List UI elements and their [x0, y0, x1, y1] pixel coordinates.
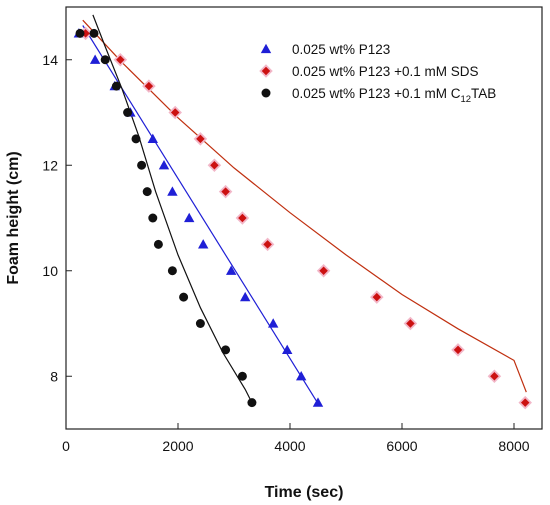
x-tick-label: 0	[62, 438, 70, 454]
data-point-series-3	[195, 319, 205, 328]
data-point-series-1	[226, 265, 237, 275]
data-point-series-3	[100, 55, 110, 65]
y-axis-ticks: 8 10 12 14	[42, 52, 72, 384]
data-point-series-2	[113, 52, 128, 67]
data-point-series-3	[153, 239, 163, 249]
data-point-series-3	[89, 28, 99, 38]
y-tick-label: 10	[42, 263, 58, 279]
data-point-series-2	[370, 290, 384, 304]
data-point-series-1	[158, 160, 170, 170]
plot-frame	[65, 6, 543, 430]
data-point-series-3	[167, 266, 177, 276]
data-point-series-1	[184, 212, 195, 223]
x-tick-label: 6000	[386, 438, 417, 454]
legend-label-series-1: 0.025 wt% P123	[292, 42, 390, 57]
data-point-series-2	[207, 158, 222, 173]
data-point-series-2	[518, 395, 532, 410]
data-point-series-3	[131, 134, 141, 144]
data-point-series-2	[218, 184, 233, 199]
data-point-series-1	[198, 239, 209, 249]
fit-line-series-3	[92, 14, 253, 403]
data-point-series-3	[111, 81, 121, 91]
data-point-series-1	[147, 133, 158, 144]
data-point-series-1	[89, 54, 101, 64]
data-point-series-2	[168, 105, 182, 120]
x-axis-title: Time (sec)	[265, 484, 344, 501]
data-point-series-2	[142, 79, 156, 93]
x-tick-label: 4000	[274, 438, 305, 454]
data-point-series-3	[237, 371, 247, 381]
legend-marker-series-1	[260, 43, 272, 54]
data-point-series-3	[247, 398, 257, 408]
data-point-series-2	[260, 237, 275, 252]
legend-marker-series-2	[259, 64, 273, 78]
legend-label-series-3: 0.025 wt% P123 +0.1 mM C12TAB	[292, 86, 496, 105]
data-point-series-1	[240, 291, 251, 302]
data-point-series-3	[75, 28, 85, 38]
y-tick-label: 14	[42, 52, 58, 68]
data-point-series-2	[487, 369, 502, 384]
data-markers	[73, 26, 532, 410]
data-point-series-3	[221, 345, 231, 355]
data-point-series-1	[268, 318, 279, 328]
legend-label-series-2: 0.025 wt% P123 +0.1 mM SDS	[292, 64, 478, 79]
data-point-series-1	[167, 186, 178, 196]
data-point-series-1	[296, 371, 307, 381]
data-point-series-3	[137, 160, 147, 170]
x-tick-label: 2000	[162, 438, 193, 454]
data-point-series-1	[312, 397, 324, 407]
legend-marker-series-3	[261, 88, 271, 98]
x-tick-label: 8000	[498, 438, 529, 454]
data-point-series-2	[193, 132, 208, 146]
data-point-series-1	[282, 344, 293, 355]
data-point-series-3	[148, 213, 158, 223]
data-point-series-3	[123, 108, 133, 117]
data-point-series-2	[316, 263, 331, 278]
data-point-series-3	[179, 292, 189, 302]
y-tick-label: 8	[50, 368, 58, 384]
y-axis-title: Foam height (cm)	[5, 151, 22, 284]
data-point-series-3	[142, 187, 152, 197]
legend: 0.025 wt% P123 0.025 wt% P123 +0.1 mM SDS…	[259, 42, 496, 105]
data-point-series-2	[451, 343, 465, 357]
x-axis-ticks: 0 2000 4000 6000 8000	[62, 423, 530, 454]
y-tick-label: 12	[42, 157, 58, 173]
data-point-series-2	[235, 211, 250, 225]
data-point-series-2	[403, 316, 418, 331]
